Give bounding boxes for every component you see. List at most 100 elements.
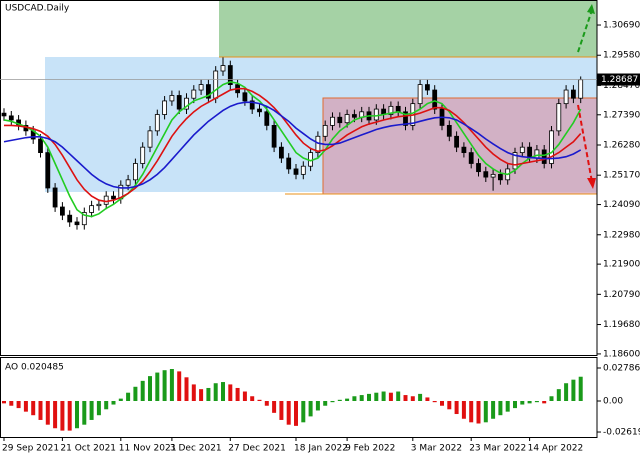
y-tick-label: 1.19680 (603, 320, 640, 330)
ao-bar (345, 398, 350, 401)
ao-bar (45, 400, 50, 425)
y-tick-label: 1.18600 (603, 349, 640, 359)
candle-body (257, 108, 262, 113)
ao-bar (264, 400, 269, 406)
candle-body (176, 95, 182, 110)
moving-average (3, 101, 582, 189)
ao-bar (315, 400, 320, 411)
x-tick-label: 3 Dec 2021 (170, 444, 222, 454)
x-tick-label: 11 Nov 2021 (119, 444, 177, 454)
y-tick-label: 1.25170 (603, 171, 640, 181)
ao-bar (82, 400, 87, 425)
ao-bar (38, 400, 43, 420)
ao-bar (461, 400, 466, 419)
ao-bar (206, 387, 211, 401)
ao-bar (454, 400, 459, 415)
candle-body (519, 146, 525, 154)
ao-bar (330, 400, 335, 403)
ao-bar (556, 389, 561, 401)
ao-bar (381, 391, 386, 401)
ao-bar (527, 400, 532, 404)
ao-bar (396, 391, 401, 401)
candle-body (563, 89, 569, 105)
ao-bar (367, 393, 371, 401)
x-tick-label: 9 Feb 2022 (345, 444, 395, 454)
candle-body (446, 125, 452, 137)
ao-bar (498, 400, 503, 416)
up-arrow (577, 9, 593, 53)
candle-body (417, 84, 423, 105)
y-tick-label: 0.027868 (603, 363, 640, 373)
candle-body (556, 103, 562, 132)
last-price-label: 1.28687 (601, 75, 638, 85)
candle-body (278, 146, 284, 159)
ao-bar (308, 400, 313, 417)
candle-body (264, 111, 270, 126)
candle-body (315, 135, 321, 154)
candle-body (1, 112, 7, 117)
x-tick-label: 29 Sep 2021 (2, 444, 59, 454)
ao-bar (286, 400, 291, 425)
ao-bar (126, 392, 131, 401)
ao-bar (242, 391, 247, 401)
candle-body (468, 152, 474, 164)
candle-body (227, 65, 233, 86)
moving-average (4, 87, 582, 203)
ao-bar (410, 396, 415, 401)
ao-frame (0, 357, 598, 438)
candle-body (89, 205, 94, 213)
candle-body (300, 165, 306, 175)
ao-bar (96, 400, 101, 416)
candle-body (271, 125, 277, 148)
ao-bar (374, 392, 379, 401)
candle-body (132, 163, 138, 181)
main-frame (0, 0, 598, 356)
candle-body (198, 84, 204, 91)
candle-body (191, 89, 197, 99)
candle-body (125, 179, 131, 186)
candle-body (8, 115, 14, 121)
x-tick-label: 3 Mar 2022 (411, 444, 462, 454)
ao-bar (16, 400, 21, 409)
moving-average (3, 81, 582, 218)
ao-bar (221, 382, 225, 401)
candle-body (373, 108, 379, 121)
down-arrow (577, 104, 593, 183)
candle-body (242, 92, 248, 102)
candle-body (52, 187, 58, 208)
ao-bar (272, 400, 277, 413)
ao-bar (213, 383, 218, 401)
ao-bar (2, 400, 6, 404)
ao-bar (301, 400, 306, 423)
ao-bar (191, 384, 196, 401)
ao-bar (505, 400, 510, 412)
ao-bar (469, 400, 474, 423)
y-tick-label: 1.27390 (603, 110, 640, 120)
x-tick-label: 21 Oct 2021 (60, 444, 116, 454)
ao-bar (403, 395, 408, 401)
ao-bar (388, 392, 393, 401)
candle-body (74, 221, 80, 226)
candle-body (81, 212, 87, 226)
y-tick-label: 1.20790 (603, 290, 640, 300)
ao-bar (31, 400, 36, 416)
ao-bar (155, 372, 160, 401)
candle-body (205, 84, 211, 99)
candle-body (249, 100, 255, 110)
ao-bar (359, 395, 364, 401)
candle-body (154, 114, 160, 132)
candle-body (549, 130, 554, 164)
candle-body (351, 114, 357, 118)
candle-body (461, 146, 467, 154)
up-arrow-head (587, 4, 595, 14)
ao-bar (257, 399, 262, 401)
x-tick-label: 23 Mar 2022 (469, 444, 526, 454)
ao-bar (184, 377, 189, 401)
ao-bar (104, 400, 109, 410)
candle-body (534, 149, 540, 159)
candle-body (140, 146, 146, 164)
target-box (219, 0, 597, 57)
ao-bar (432, 400, 437, 403)
candle-body (497, 173, 503, 181)
ao-bar (148, 376, 152, 401)
